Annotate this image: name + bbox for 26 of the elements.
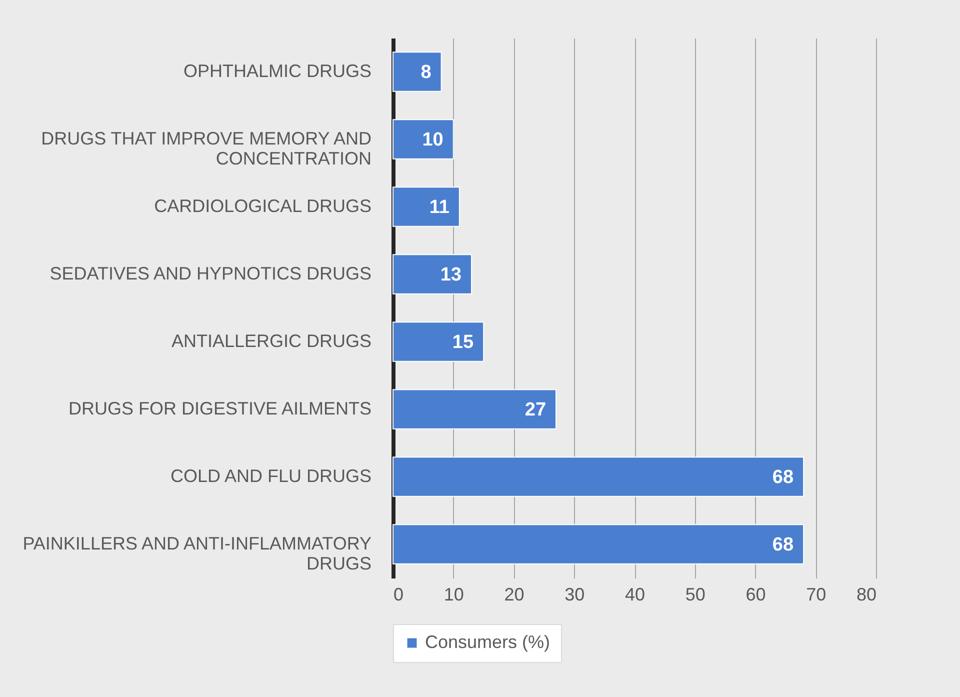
data-label: 11 <box>429 196 450 218</box>
x-tick-label: 80 <box>856 584 876 604</box>
legend-label: Consumers (%) <box>425 632 550 652</box>
x-tick-label: 60 <box>746 584 766 604</box>
x-tick-label: 10 <box>444 584 464 604</box>
y-tick-label: DRUGS FOR DIGESTIVE AILMENTS <box>68 398 372 418</box>
y-tick-label: SEDATIVES AND HYPNOTICS DRUGS <box>50 263 372 284</box>
data-label: 15 <box>452 332 474 353</box>
x-tick-label: 50 <box>685 584 706 604</box>
x-tick-label: 0 <box>394 584 404 604</box>
y-tick-label: OPHTHALMIC DRUGS <box>183 60 372 81</box>
x-tick-label: 20 <box>504 584 524 604</box>
y-tick-label: PAINKILLERS AND ANTI-INFLAMMATORY DRUGS <box>22 533 372 574</box>
data-label: 8 <box>420 62 432 83</box>
y-tick-label: ANTIALLERGIC DRUGS <box>171 330 372 351</box>
x-tick-label: 40 <box>624 584 646 604</box>
y-tick-label: CARDIOLOGICAL DRUGS <box>154 196 372 216</box>
data-label: 68 <box>772 534 794 556</box>
data-label: 68 <box>772 466 794 488</box>
y-tick-label: COLD AND FLU DRUGS <box>170 466 372 486</box>
y-tick-label: DRUGS THAT IMPROVE MEMORY AND CONCENTRATION <box>41 128 372 168</box>
x-tick-label: 70 <box>806 584 826 604</box>
data-label: 27 <box>524 399 546 420</box>
x-tick-label: 30 <box>564 584 585 604</box>
data-label: 13 <box>440 264 462 286</box>
data-label: 10 <box>422 129 444 150</box>
